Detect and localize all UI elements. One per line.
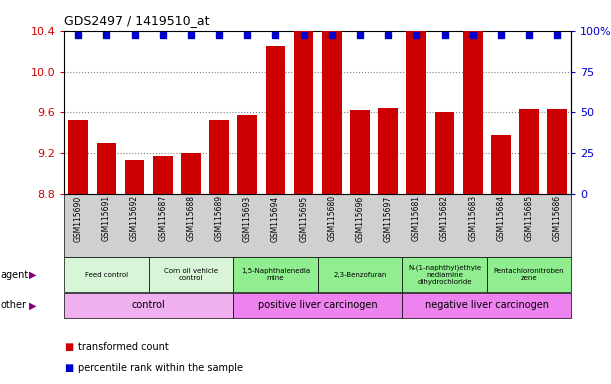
Text: agent: agent [1,270,29,280]
Text: 2,3-Benzofuran: 2,3-Benzofuran [333,271,387,278]
Bar [181,153,201,194]
Text: Corn oil vehicle
control: Corn oil vehicle control [164,268,218,281]
Text: Pentachloronitroben
zene: Pentachloronitroben zene [494,268,565,281]
Text: 1,5-Naphthalenedia
mine: 1,5-Naphthalenedia mine [241,268,310,281]
Text: negative liver carcinogen: negative liver carcinogen [425,300,549,311]
Bar [491,135,511,194]
Text: N-(1-naphthyl)ethyle
nediamine
dihydrochloride: N-(1-naphthyl)ethyle nediamine dihydroch… [408,264,481,285]
Bar [294,15,313,194]
Bar [68,121,88,194]
Bar [97,143,116,194]
Bar [378,108,398,194]
Text: Feed control: Feed control [85,271,128,278]
Bar [519,109,539,194]
Text: other: other [1,300,27,311]
Bar [350,110,370,194]
Bar [463,17,483,194]
Text: transformed count: transformed count [78,342,169,352]
Bar [406,17,426,194]
Text: positive liver carcinogen: positive liver carcinogen [258,300,378,311]
Text: ▶: ▶ [29,270,37,280]
Bar [209,121,229,194]
Bar [266,46,285,194]
Text: GDS2497 / 1419510_at: GDS2497 / 1419510_at [64,14,210,27]
Text: ■: ■ [64,363,73,373]
Bar [547,109,567,194]
Bar [434,113,455,194]
Bar [322,23,342,194]
Bar [153,156,173,194]
Text: control: control [132,300,166,311]
Text: ■: ■ [64,342,73,352]
Bar [238,115,257,194]
Text: percentile rank within the sample: percentile rank within the sample [78,363,243,373]
Bar [125,160,144,194]
Text: ▶: ▶ [29,300,37,311]
